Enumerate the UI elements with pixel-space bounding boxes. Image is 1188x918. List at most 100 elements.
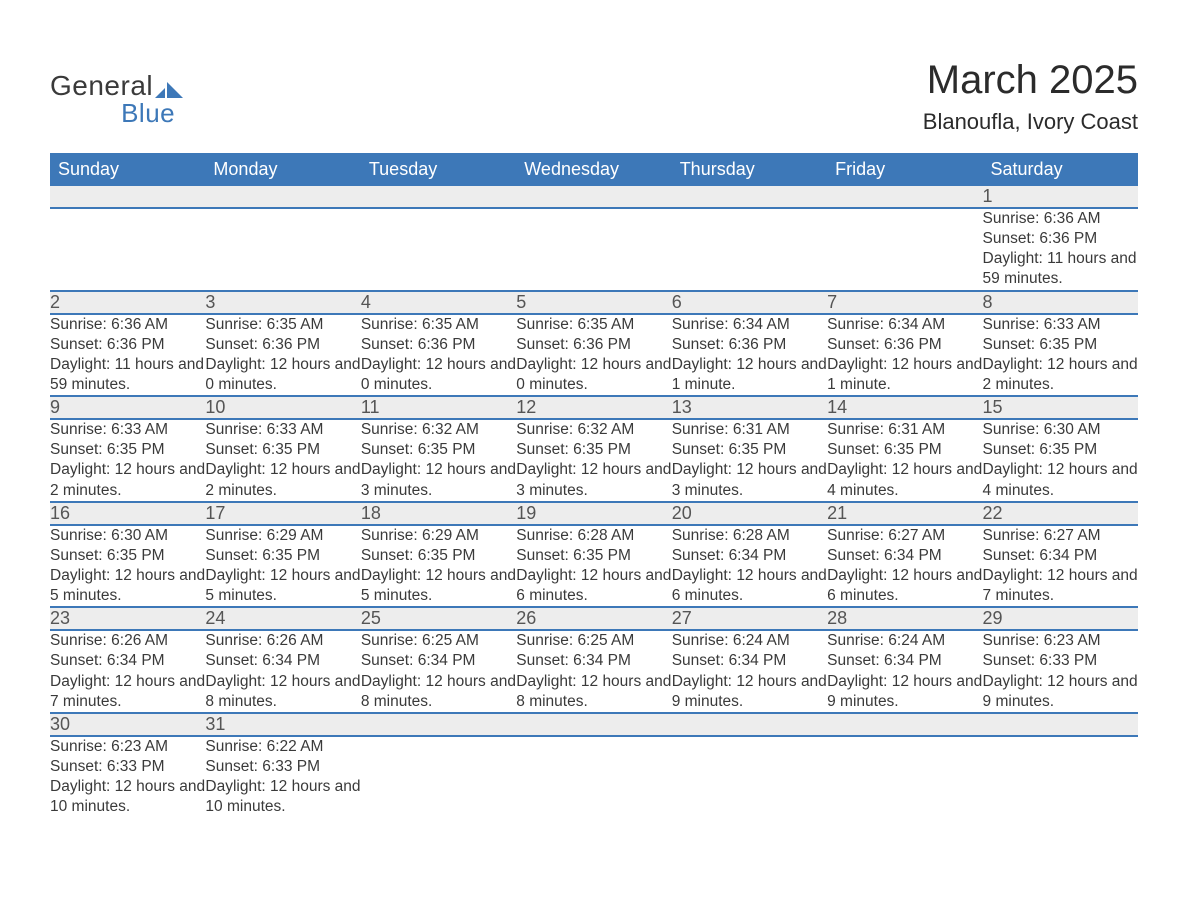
day-number-cell: 25 bbox=[361, 607, 516, 630]
sunset-line: Sunset: 6:33 PM bbox=[983, 651, 1138, 671]
day-number-cell: 21 bbox=[827, 502, 982, 525]
sunset-value: 6:33 PM bbox=[262, 758, 320, 775]
sunrise-line: Sunrise: 6:29 AM bbox=[205, 526, 360, 546]
sunset-value: 6:33 PM bbox=[107, 758, 165, 775]
daylight-label: Daylight: bbox=[50, 567, 115, 584]
sunset-value: 6:34 PM bbox=[418, 652, 476, 669]
daylight-line: Daylight: 12 hours and 4 minutes. bbox=[827, 460, 982, 500]
sunrise-line: Sunrise: 6:32 AM bbox=[361, 420, 516, 440]
sunset-line: Sunset: 6:35 PM bbox=[827, 440, 982, 460]
sunset-line: Sunset: 6:34 PM bbox=[827, 546, 982, 566]
sunrise-label: Sunrise: bbox=[516, 316, 577, 333]
sunset-label: Sunset: bbox=[983, 652, 1040, 669]
day-header: Sunday bbox=[50, 153, 205, 186]
sunset-line: Sunset: 6:34 PM bbox=[672, 651, 827, 671]
calendar-body: 1 Sunrise: 6:36 AMSunset: 6:36 PMDayligh… bbox=[50, 186, 1138, 817]
day-detail-cell: Sunrise: 6:36 AMSunset: 6:36 PMDaylight:… bbox=[50, 314, 205, 397]
sunrise-value: 6:22 AM bbox=[267, 738, 324, 755]
sunrise-line: Sunrise: 6:31 AM bbox=[827, 420, 982, 440]
sunset-label: Sunset: bbox=[516, 336, 573, 353]
sunset-value: 6:36 PM bbox=[262, 336, 320, 353]
sunrise-value: 6:24 AM bbox=[733, 632, 790, 649]
day-number-cell: 7 bbox=[827, 291, 982, 314]
day-number-cell: 30 bbox=[50, 713, 205, 736]
sunrise-label: Sunrise: bbox=[205, 421, 266, 438]
sunset-label: Sunset: bbox=[50, 758, 107, 775]
sunset-label: Sunset: bbox=[827, 441, 884, 458]
daylight-line: Daylight: 12 hours and 1 minute. bbox=[827, 355, 982, 395]
sunrise-value: 6:30 AM bbox=[1044, 421, 1101, 438]
day-header: Tuesday bbox=[361, 153, 516, 186]
location-label: Blanoufla, Ivory Coast bbox=[923, 109, 1138, 135]
sunrise-value: 6:26 AM bbox=[267, 632, 324, 649]
sunrise-label: Sunrise: bbox=[50, 632, 111, 649]
day-detail-cell: Sunrise: 6:33 AMSunset: 6:35 PMDaylight:… bbox=[983, 314, 1138, 397]
daylight-line: Daylight: 12 hours and 10 minutes. bbox=[50, 777, 205, 817]
sunrise-value: 6:36 AM bbox=[111, 316, 168, 333]
daylight-line: Daylight: 11 hours and 59 minutes. bbox=[983, 249, 1138, 289]
daylight-label: Daylight: bbox=[205, 461, 270, 478]
week-detail-row: Sunrise: 6:23 AMSunset: 6:33 PMDaylight:… bbox=[50, 736, 1138, 818]
day-number-cell bbox=[516, 186, 671, 208]
sunrise-value: 6:27 AM bbox=[888, 527, 945, 544]
sunset-value: 6:34 PM bbox=[573, 652, 631, 669]
day-number-cell: 14 bbox=[827, 396, 982, 419]
daylight-label: Daylight: bbox=[672, 461, 737, 478]
daylight-line: Daylight: 12 hours and 7 minutes. bbox=[50, 672, 205, 712]
sunset-line: Sunset: 6:34 PM bbox=[672, 546, 827, 566]
daylight-line: Daylight: 12 hours and 9 minutes. bbox=[827, 672, 982, 712]
sunset-line: Sunset: 6:34 PM bbox=[50, 651, 205, 671]
sunrise-label: Sunrise: bbox=[827, 421, 888, 438]
day-detail-cell: Sunrise: 6:34 AMSunset: 6:36 PMDaylight:… bbox=[672, 314, 827, 397]
title-block: March 2025 Blanoufla, Ivory Coast bbox=[923, 40, 1138, 135]
daylight-label: Daylight: bbox=[516, 567, 581, 584]
sunrise-label: Sunrise: bbox=[672, 316, 733, 333]
sunrise-line: Sunrise: 6:24 AM bbox=[827, 631, 982, 651]
sunset-line: Sunset: 6:35 PM bbox=[516, 546, 671, 566]
day-number-cell: 24 bbox=[205, 607, 360, 630]
day-detail-cell bbox=[827, 736, 982, 818]
day-detail-cell bbox=[205, 208, 360, 291]
daylight-label: Daylight: bbox=[205, 567, 270, 584]
sunrise-label: Sunrise: bbox=[983, 316, 1044, 333]
sunrise-value: 6:35 AM bbox=[577, 316, 634, 333]
sunset-line: Sunset: 6:34 PM bbox=[827, 651, 982, 671]
sunset-line: Sunset: 6:36 PM bbox=[983, 229, 1138, 249]
sunrise-label: Sunrise: bbox=[827, 632, 888, 649]
sunrise-label: Sunrise: bbox=[50, 316, 111, 333]
sunrise-label: Sunrise: bbox=[50, 527, 111, 544]
sunrise-line: Sunrise: 6:26 AM bbox=[205, 631, 360, 651]
day-detail-cell: Sunrise: 6:23 AMSunset: 6:33 PMDaylight:… bbox=[983, 630, 1138, 713]
day-detail-cell: Sunrise: 6:30 AMSunset: 6:35 PMDaylight:… bbox=[50, 525, 205, 608]
sunset-value: 6:35 PM bbox=[107, 441, 165, 458]
sunset-label: Sunset: bbox=[516, 547, 573, 564]
daylight-line: Daylight: 12 hours and 0 minutes. bbox=[516, 355, 671, 395]
daylight-label: Daylight: bbox=[205, 778, 270, 795]
day-detail-cell bbox=[361, 736, 516, 818]
day-detail-cell bbox=[516, 208, 671, 291]
sunset-label: Sunset: bbox=[205, 547, 262, 564]
daylight-label: Daylight: bbox=[361, 461, 426, 478]
sunrise-line: Sunrise: 6:27 AM bbox=[983, 526, 1138, 546]
day-number-cell: 4 bbox=[361, 291, 516, 314]
sunset-label: Sunset: bbox=[361, 441, 418, 458]
sunset-value: 6:36 PM bbox=[573, 336, 631, 353]
week-daynum-row: 23242526272829 bbox=[50, 607, 1138, 630]
day-detail-cell: Sunrise: 6:35 AMSunset: 6:36 PM Daylight:… bbox=[516, 314, 671, 397]
day-number-cell: 19 bbox=[516, 502, 671, 525]
sunset-label: Sunset: bbox=[50, 441, 107, 458]
day-detail-cell bbox=[516, 736, 671, 818]
calendar-header-row: SundayMondayTuesdayWednesdayThursdayFrid… bbox=[50, 153, 1138, 186]
daylight-line: Daylight: 12 hours and 5 minutes. bbox=[50, 566, 205, 606]
sunset-label: Sunset: bbox=[50, 547, 107, 564]
sunrise-line: Sunrise: 6:26 AM bbox=[50, 631, 205, 651]
day-detail-cell: Sunrise: 6:32 AMSunset: 6:35 PMDaylight:… bbox=[516, 419, 671, 502]
daylight-label: Daylight: bbox=[983, 356, 1048, 373]
sunrise-value: 6:28 AM bbox=[577, 527, 634, 544]
daylight-line: Daylight: 12 hours and 9 minutes. bbox=[672, 672, 827, 712]
sunrise-line: Sunrise: 6:25 AM bbox=[516, 631, 671, 651]
daylight-line: Daylight: 12 hours and 2 minutes. bbox=[205, 460, 360, 500]
sunset-label: Sunset: bbox=[827, 336, 884, 353]
day-detail-cell: Sunrise: 6:29 AMSunset: 6:35 PMDaylight:… bbox=[205, 525, 360, 608]
month-title: March 2025 bbox=[923, 40, 1138, 103]
